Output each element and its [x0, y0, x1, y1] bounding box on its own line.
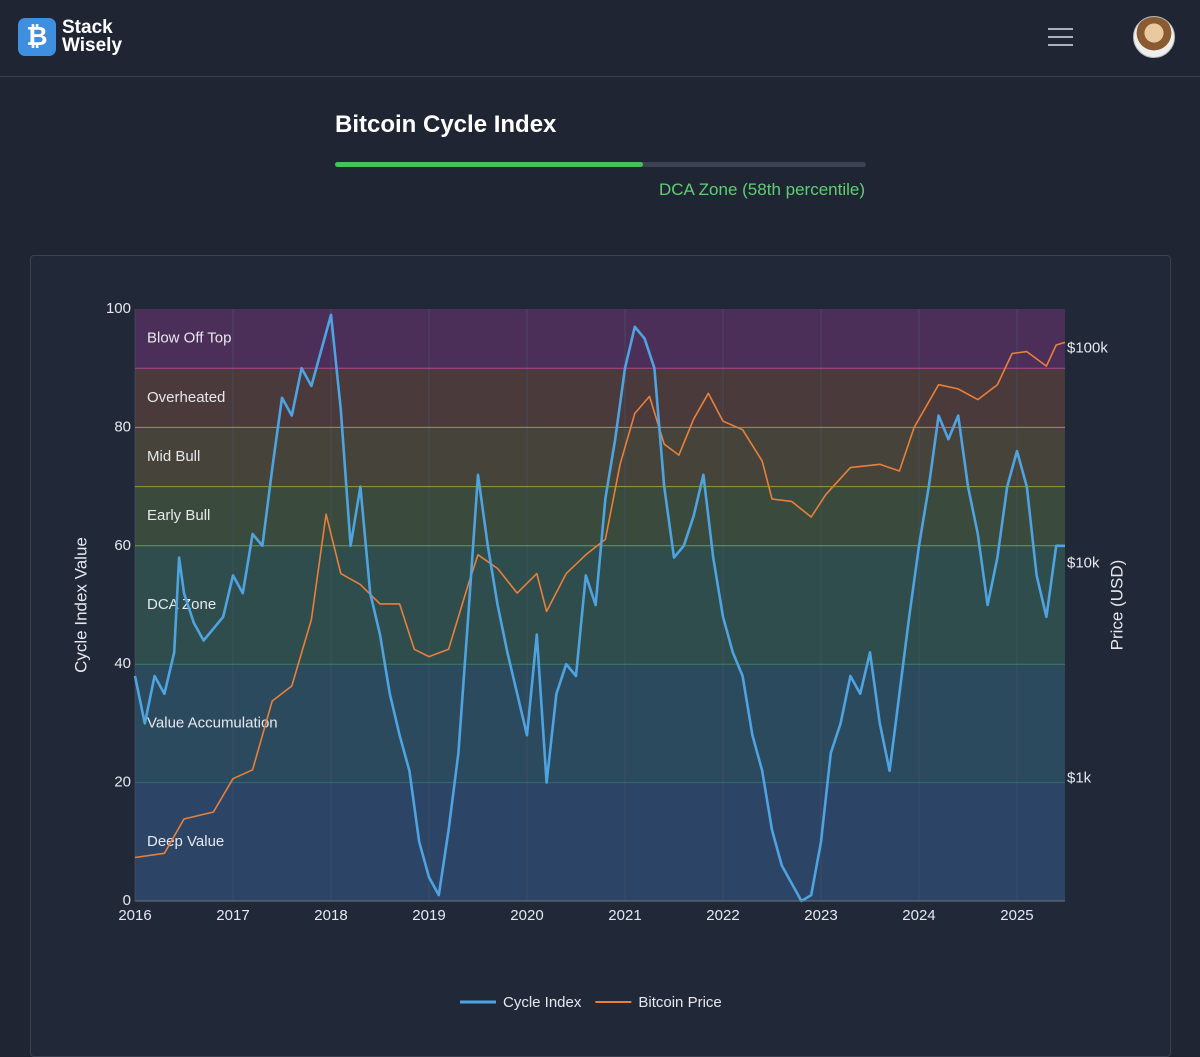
y-tick-label: 20: [114, 774, 131, 791]
zone-band: [135, 309, 1065, 369]
y-tick-label: 0: [123, 892, 131, 909]
header: ₿ Stack Wisely: [0, 0, 1200, 77]
y2-tick-label: $10k: [1067, 555, 1100, 572]
brand[interactable]: Wisely: [62, 35, 123, 56]
y-tick-label: 100: [106, 300, 131, 317]
svg-text:₿: ₿: [26, 21, 47, 51]
legend-label: Cycle Index: [503, 994, 582, 1011]
zone-band: [135, 486, 1065, 546]
zone-band: [135, 664, 1065, 783]
series-line: [133, 313, 1065, 903]
y-tick-label: 40: [114, 655, 131, 672]
logo-icon: ₿: [26, 21, 47, 51]
x-tick-label: 2017: [216, 907, 249, 924]
progress-track: [335, 162, 866, 167]
zone-band: [135, 782, 1065, 901]
x-tick-label: 2016: [118, 907, 151, 924]
x-tick-label: 2024: [902, 907, 935, 924]
zone-label: Overheated: [147, 389, 225, 406]
avatar[interactable]: [1133, 16, 1175, 58]
zone-label: DCA Zone: [147, 596, 216, 613]
indicator-title: Bitcoin Cycle Index: [335, 111, 557, 138]
menu-button[interactable]: [1048, 28, 1073, 52]
x-tick-label: 2023: [804, 907, 837, 924]
x-tick-label: 2025: [1000, 907, 1033, 924]
y2-tick-label: $1k: [1067, 770, 1092, 787]
x-tick-label: 2018: [314, 907, 347, 924]
y-tick-label: 60: [114, 537, 131, 554]
series-line: [134, 341, 1066, 859]
zone-label: Value Accumulation: [147, 714, 278, 731]
x-tick-label: 2020: [510, 907, 543, 924]
zone-band: [135, 368, 1065, 428]
y2-axis-title: Price (USD): [1107, 560, 1126, 651]
status-label: DCA Zone (58th percentile): [659, 180, 865, 199]
y2-tick-label: $100k: [1067, 340, 1108, 357]
brand[interactable]: Stack: [62, 17, 113, 38]
x-tick-label: 2019: [412, 907, 445, 924]
zone-label: Deep Value: [147, 833, 224, 850]
zone-label: Mid Bull: [147, 448, 200, 465]
legend-label: Bitcoin Price: [638, 994, 721, 1011]
y-tick-label: 80: [114, 418, 131, 435]
zone-label: Early Bull: [147, 507, 210, 524]
x-tick-label: 2022: [706, 907, 739, 924]
zone-label: Blow Off Top: [147, 330, 232, 347]
y-axis-title: Cycle Index Value: [71, 537, 90, 673]
progress-fill: [335, 162, 643, 167]
x-tick-label: 2021: [608, 907, 641, 924]
logo[interactable]: ₿: [18, 18, 56, 56]
